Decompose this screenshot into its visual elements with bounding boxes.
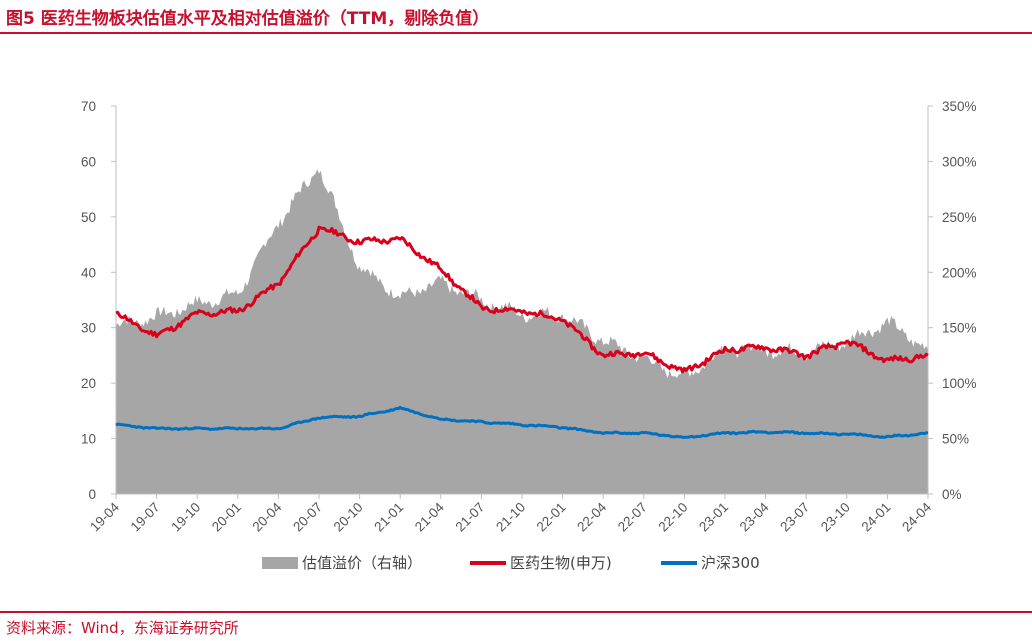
right-tick-label: 50% — [942, 432, 969, 447]
x-tick-label: 24-01 — [858, 500, 893, 535]
legend-swatch-premium — [262, 557, 298, 569]
x-tick-label: 23-01 — [696, 500, 731, 535]
left-tick-label: 50 — [81, 210, 96, 225]
x-tick-label: 20-10 — [331, 500, 366, 535]
legend-label: 医药生物(申万) — [510, 554, 612, 572]
left-tick-label: 0 — [88, 487, 96, 502]
x-tick-label: 23-04 — [737, 499, 772, 534]
right-tick-label: 200% — [942, 265, 977, 280]
x-tick-label: 22-04 — [574, 499, 609, 534]
legend-label: 估值溢价（右轴） — [302, 554, 422, 572]
right-tick-label: 150% — [942, 321, 977, 336]
x-tick-label: 23-10 — [818, 500, 853, 535]
premium-area-layer — [116, 169, 928, 495]
x-tick-label: 24-04 — [899, 499, 934, 534]
source-rule — [0, 611, 1032, 613]
right-tick-label: 300% — [942, 154, 977, 169]
x-tick-label: 21-01 — [371, 500, 406, 535]
chart-title: 图5 医药生物板块估值水平及相对估值溢价（TTM，剔除负值） — [6, 9, 490, 29]
right-tick-label: 350% — [942, 99, 977, 114]
right-tick-label: 250% — [942, 210, 977, 225]
pharma-line-series — [115, 225, 929, 374]
left-tick-label: 30 — [81, 321, 96, 336]
x-tick-label: 19-04 — [87, 499, 122, 534]
legend-label: 沪深300 — [701, 554, 760, 572]
x-tick-label: 22-01 — [534, 500, 569, 535]
lines-layer — [115, 225, 929, 439]
x-tick-label: 21-07 — [452, 500, 487, 535]
x-tick-label: 23-07 — [777, 500, 812, 535]
x-tick-label: 21-10 — [493, 500, 528, 535]
x-tick-label: 20-04 — [249, 499, 284, 534]
left-tick-label: 40 — [81, 265, 96, 280]
right-tick-label: 0% — [942, 487, 962, 502]
source-note: 资料来源：Wind，东海证券研究所 — [6, 619, 239, 637]
x-tick-label: 19-10 — [168, 500, 203, 535]
x-tick-label: 19-07 — [128, 500, 163, 535]
left-tick-label: 10 — [81, 432, 96, 447]
x-tick-label: 20-01 — [209, 500, 244, 535]
left-tick-label: 20 — [81, 376, 96, 391]
csi300-line-series — [115, 405, 929, 439]
x-tick-label: 22-07 — [615, 500, 650, 535]
chart-canvas: 0 10 20 30 40 50 60 70 0% 50% 100% 150% 200% 250% 300%… — [81, 99, 977, 572]
right-tick-label: 100% — [942, 376, 977, 391]
left-tick-label: 70 — [81, 99, 96, 114]
title-rule — [0, 32, 1032, 34]
x-tick-label: 21-04 — [412, 499, 447, 534]
x-tick-label: 22-10 — [655, 500, 690, 535]
left-tick-label: 60 — [81, 154, 96, 169]
premium-area-series — [116, 169, 928, 495]
x-tick-label: 20-07 — [290, 500, 325, 535]
legend: 估值溢价（右轴） 医药生物(申万) 沪深300 — [262, 554, 760, 572]
